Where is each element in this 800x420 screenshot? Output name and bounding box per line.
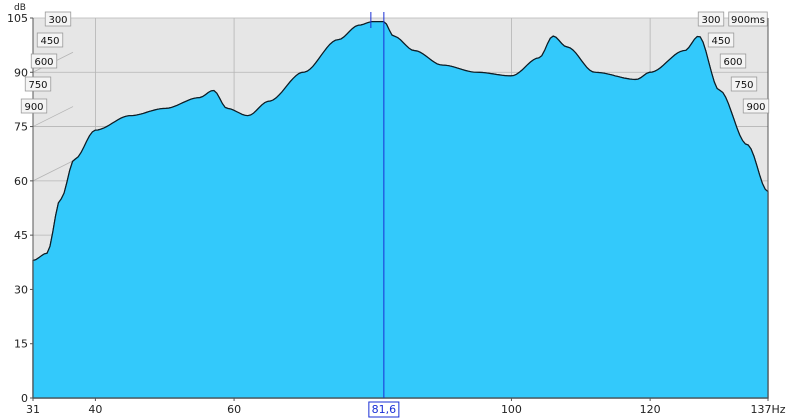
time-label-box-left — [30, 53, 58, 69]
time-label-left: 600 — [34, 57, 53, 68]
y-tick-label: 45 — [14, 229, 28, 242]
time-label-left: 300 — [48, 15, 67, 26]
x-tick-label: 60 — [227, 403, 241, 416]
front-area — [32, 21, 769, 399]
y-tick-label: 90 — [14, 66, 28, 79]
time-label-left: 450 — [40, 36, 59, 47]
time-label-box-right — [707, 32, 735, 48]
x-tick-label: 31 — [26, 403, 40, 416]
time-label-left: 750 — [28, 80, 47, 91]
y-tick-label: 30 — [14, 283, 28, 296]
x-tick-label: 120 — [640, 403, 661, 416]
y-tick-label: 75 — [14, 121, 28, 134]
front-curve — [32, 21, 769, 399]
x-tick-label: 100 — [501, 403, 522, 416]
perspective-line — [32, 106, 74, 127]
y-unit-label: dB — [14, 3, 26, 13]
time-label-right: 300 — [701, 15, 720, 26]
time-label-right: 900 — [746, 102, 765, 113]
perspective-line — [32, 160, 74, 182]
cursor-label: 81,6 — [372, 403, 397, 416]
time-label-box-right — [728, 11, 768, 27]
time-label-box-right — [697, 11, 725, 27]
y-tick-label: 105 — [7, 12, 28, 25]
y-tick-label: 0 — [21, 392, 28, 405]
time-label-box-left — [44, 11, 72, 27]
y-tick-label: 15 — [14, 338, 28, 351]
x-tick-label: 137Hz — [750, 403, 785, 416]
y-tick-label: 60 — [14, 175, 28, 188]
time-label-left: 900 — [24, 102, 43, 113]
time-label-right: 600 — [723, 57, 742, 68]
time-label-right: 750 — [734, 80, 753, 91]
time-label-box-left — [20, 98, 48, 114]
time-label-box-right — [730, 76, 758, 92]
time-label-box-left — [24, 76, 52, 92]
x-tick-label: 40 — [88, 403, 102, 416]
cursor[interactable]: 81,6 — [368, 12, 400, 418]
time-label-right: 450 — [711, 36, 730, 47]
time-label-box-right — [742, 98, 770, 114]
time-label-box-left — [36, 32, 64, 48]
cursor-label-box — [368, 401, 400, 418]
time-label-box-right — [719, 53, 747, 69]
time-label-right: 900ms — [731, 15, 765, 26]
